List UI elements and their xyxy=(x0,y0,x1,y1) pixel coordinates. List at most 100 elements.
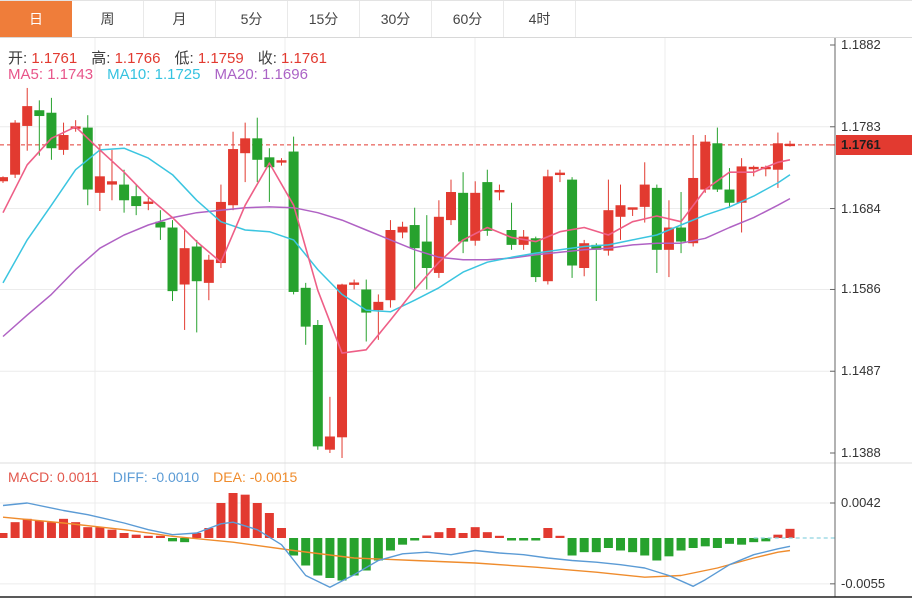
macd-tick-label: -0.0055 xyxy=(841,575,886,591)
macd-bar xyxy=(313,538,323,576)
macd-tick-label: 0.0042 xyxy=(841,495,881,510)
macd-bar xyxy=(337,538,347,581)
ma20-line xyxy=(2,197,791,338)
tab-day[interactable]: 日 xyxy=(0,1,72,37)
legend-value: 1.1725 xyxy=(154,66,201,83)
candle-body xyxy=(34,110,45,117)
ohlc-legend-item: 高: 1.1766 xyxy=(91,50,160,67)
candle-body xyxy=(288,151,299,292)
candle-body xyxy=(143,201,154,204)
ohlc-legend-item: 低: 1.1759 xyxy=(174,50,243,67)
ma-legend: MA5: 1.1743 MA10: 1.1725 MA20: 1.1696 xyxy=(8,66,322,83)
candle-body xyxy=(179,248,190,285)
candle-body xyxy=(264,157,275,168)
macd-bar xyxy=(773,534,783,538)
candle-body xyxy=(591,244,602,250)
legend-label: MA5: xyxy=(8,66,44,83)
tab-week[interactable]: 周 xyxy=(72,1,144,37)
candle-body xyxy=(191,246,202,282)
candle-body xyxy=(409,225,420,249)
macd-bar xyxy=(46,522,56,538)
candle-body xyxy=(639,184,650,207)
candle-body xyxy=(252,138,263,160)
macd-bar xyxy=(640,538,650,556)
tab-30min[interactable]: 30分 xyxy=(360,1,432,37)
macd-bar xyxy=(482,532,492,538)
legend-label: MA10: xyxy=(107,66,151,83)
legend-label: 开: xyxy=(8,50,28,67)
legend-label: MACD: xyxy=(8,469,54,485)
macd-bar xyxy=(603,538,613,548)
candle-body xyxy=(131,196,142,207)
candle-body xyxy=(663,227,674,250)
macd-bar xyxy=(71,522,81,538)
macd-bar xyxy=(555,535,565,538)
candle-body xyxy=(712,143,723,190)
legend-label: DIFF: xyxy=(112,469,148,485)
candle-body xyxy=(688,177,699,244)
legend-value: 1.1696 xyxy=(262,66,308,83)
tab-month[interactable]: 月 xyxy=(144,1,216,37)
macd-bar xyxy=(785,528,795,538)
ohlc-legend-item: 收: 1.1761 xyxy=(258,50,327,67)
macd-bar xyxy=(240,494,250,538)
macd-bar xyxy=(410,538,420,541)
legend-value: 1.1766 xyxy=(114,50,161,67)
tab-5min[interactable]: 5分 xyxy=(216,1,288,37)
price-tick-label: 1.1388 xyxy=(841,445,881,460)
candle-body xyxy=(240,138,251,154)
macd-bar xyxy=(712,538,722,548)
macd-bar xyxy=(591,538,601,553)
candle-body xyxy=(785,143,796,147)
macd-legend-item: DEA: -0.0015 xyxy=(213,469,297,485)
macd-bar xyxy=(398,538,408,545)
candle-body xyxy=(22,106,33,126)
candle-body xyxy=(651,187,662,250)
candle-body xyxy=(579,243,590,268)
candle-body xyxy=(10,122,21,175)
macd-bar xyxy=(22,518,32,538)
macd-bar xyxy=(628,538,638,553)
candle-body xyxy=(228,149,239,206)
candle-body xyxy=(397,226,408,233)
candle-body xyxy=(82,127,93,190)
candle-body xyxy=(155,221,166,228)
candle-body xyxy=(567,179,578,266)
macd-bar xyxy=(192,533,202,538)
macd-legend-item: MACD: 0.0011 xyxy=(8,469,99,485)
legend-value: -0.0010 xyxy=(151,469,200,485)
macd-bar xyxy=(616,538,626,551)
tab-15min[interactable]: 15分 xyxy=(288,1,360,37)
macd-bar xyxy=(737,538,747,545)
macd-bar xyxy=(700,538,710,547)
candle-body xyxy=(94,176,105,193)
timeframe-tabbar: 日周月 5分 15分 30分 60分 4时 xyxy=(0,0,912,38)
legend-label: 高: xyxy=(91,50,111,67)
macd-bar xyxy=(458,533,468,538)
macd-bar xyxy=(494,535,504,538)
macd-bar xyxy=(180,538,190,543)
candle-body xyxy=(772,143,783,170)
macd-bar xyxy=(143,535,153,538)
macd-bar xyxy=(519,538,529,541)
tab-4hour[interactable]: 4时 xyxy=(504,1,576,37)
candle-body xyxy=(494,189,505,193)
macd-bar xyxy=(131,534,141,538)
macd-bar xyxy=(361,538,371,571)
ma-legend-item: MA10: 1.1725 xyxy=(107,66,200,83)
macd-bar xyxy=(664,538,674,557)
candle-body xyxy=(421,241,432,268)
macd-bar xyxy=(289,538,299,556)
candle-body xyxy=(445,192,456,221)
macd-bar xyxy=(10,522,20,538)
ohlc-legend: 开: 1.1761 高: 1.1766 低: 1.1759 收: 1.1761 xyxy=(8,47,341,68)
candle-body xyxy=(215,201,226,264)
candle-body xyxy=(385,230,396,301)
macd-bar xyxy=(724,538,734,544)
candle-body xyxy=(58,135,69,150)
tab-60min[interactable]: 60分 xyxy=(432,1,504,37)
candle-body xyxy=(46,112,57,149)
ma-legend-item: MA20: 1.1696 xyxy=(215,66,308,83)
last-price-tag: 1.1761 xyxy=(836,134,912,155)
